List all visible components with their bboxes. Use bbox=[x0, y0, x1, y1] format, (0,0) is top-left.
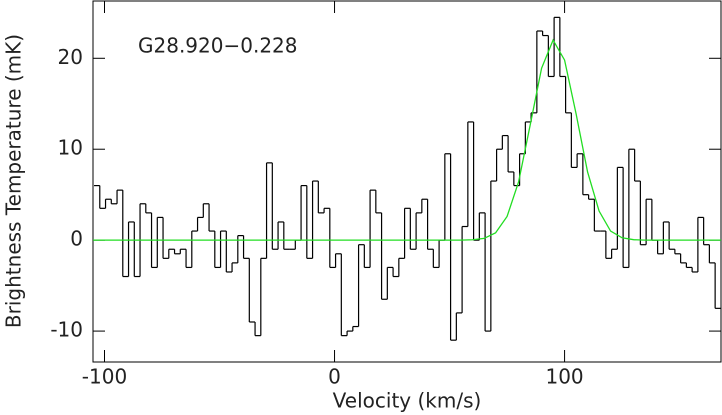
y-tick-label: 0 bbox=[70, 227, 83, 251]
y-tick-label: 20 bbox=[58, 45, 83, 69]
x-tick-label: -100 bbox=[82, 365, 127, 389]
fit-line bbox=[93, 38, 721, 241]
y-axis-label: Brightness Temperature (mK) bbox=[2, 34, 26, 328]
y-tick-label: 10 bbox=[58, 136, 83, 160]
x-axis-label: Velocity (km/s) bbox=[333, 389, 482, 413]
x-tick-label: 100 bbox=[545, 365, 583, 389]
annotation: G28.920−0.228 bbox=[138, 34, 298, 58]
y-tick-label: -10 bbox=[50, 318, 83, 342]
x-tick-label: 0 bbox=[328, 365, 341, 389]
plot-frame bbox=[92, 0, 722, 363]
